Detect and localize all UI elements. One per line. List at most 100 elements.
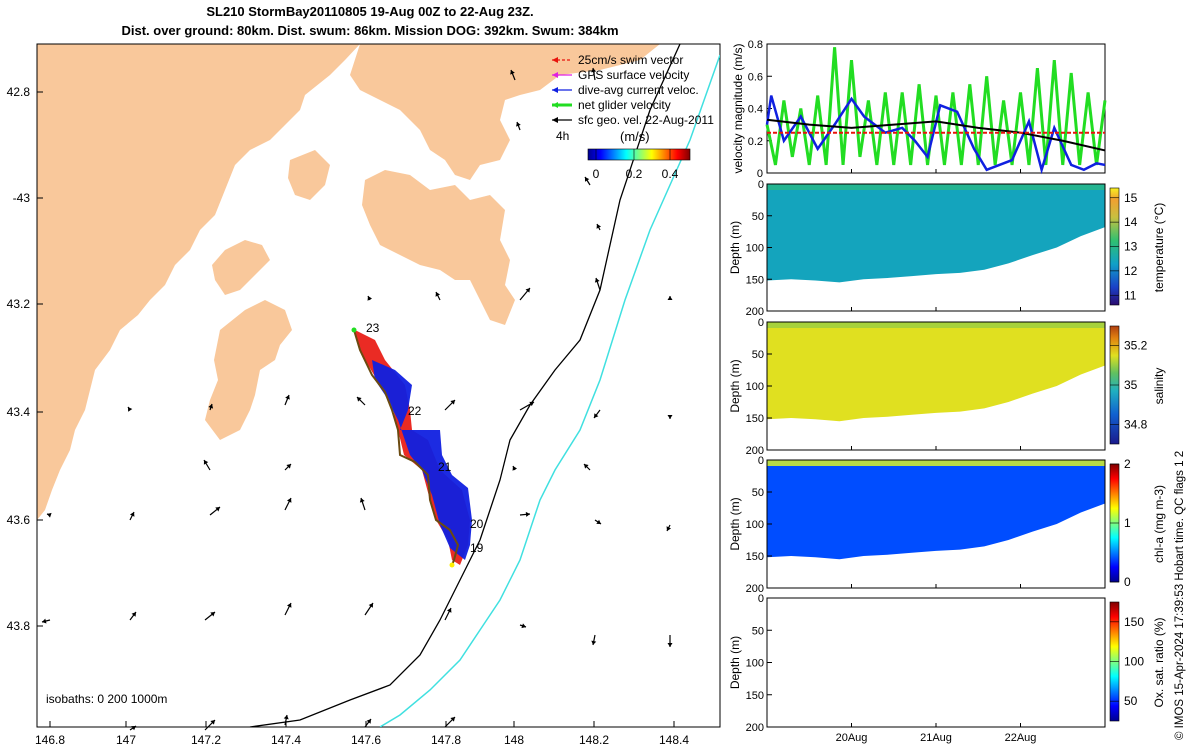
colorbar-title: (m/s): [620, 129, 650, 144]
geo-velocity-arrow: [519, 623, 527, 629]
geo-velocity-arrow: [209, 506, 221, 516]
salinity-colorbar-tick-label: 34.8: [1124, 417, 1148, 431]
geo-velocity-arrow: [519, 287, 531, 301]
oxygen-colorbar-label: Ox. sat. ratio (%): [1152, 617, 1166, 707]
lat-tick-label: 42.8: [7, 85, 31, 99]
temperature-colorbar-tick-label: 15: [1124, 191, 1138, 205]
geo-arrow-head: [42, 618, 47, 624]
geo-velocity-arrow: [596, 223, 602, 231]
geo-velocity-arrow: [594, 277, 601, 291]
salinity-panel: 0 50 100 150 200 Depth (m) 35.2 35 34.8 salinity: [728, 317, 1166, 457]
chla-y-axis-label: Depth (m): [728, 497, 742, 550]
oxygen-y-tick-label: 50: [752, 625, 764, 637]
bruny-north-land: [212, 240, 270, 295]
dive-avg-band: [372, 360, 472, 560]
chla-y-tick-label: 50: [752, 487, 764, 499]
geo-arrow-head: [584, 464, 589, 469]
geo-arrow-head: [203, 460, 209, 465]
chla-panel: 0 50 100 150 200 Depth (m) 2 1 0 chl-a (mg m-3): [728, 455, 1166, 595]
isobaths-label: isobaths: 0 200 1000m: [46, 692, 167, 706]
temperature-surface-band: [767, 184, 1105, 190]
legend-label: GPS surface velocity: [578, 68, 689, 82]
lat-tick-label: 43.4: [7, 405, 31, 419]
geo-arrow-head: [210, 720, 215, 725]
geo-velocity-arrow: [593, 409, 601, 419]
salinity-colorbar-label: salinity: [1152, 368, 1166, 405]
geo-arrow-head: [283, 715, 289, 720]
geo-velocity-arrow: [284, 463, 292, 471]
geo-velocity-arrow: [667, 296, 673, 300]
geo-arrow-head: [435, 292, 441, 297]
geo-velocity-arrow: [283, 714, 289, 726]
geo-arrow-head: [516, 122, 521, 127]
geo-arrow-head: [525, 511, 530, 517]
geo-arrow-head: [131, 612, 136, 617]
geo-arrow-head: [446, 608, 452, 613]
time-x-tick-label: 22Aug: [1005, 732, 1037, 744]
velocity-series-line: [766, 118, 1106, 152]
geo-arrow-head: [666, 526, 672, 531]
geo-velocity-arrow: [41, 618, 51, 624]
geo-velocity-arrow: [208, 403, 214, 411]
oxygen-axes-bg: [767, 598, 1105, 727]
time-x-tick-label: 20Aug: [836, 732, 868, 744]
geo-arrow-head: [47, 512, 52, 518]
map-frame: [36, 43, 721, 728]
geo-arrow-head: [594, 413, 599, 418]
geo-velocity-arrow: [356, 396, 366, 406]
velocity-y-tick-label: 0.8: [748, 39, 763, 51]
geo-velocity-arrow: [583, 463, 591, 471]
geo-arrow-head: [510, 70, 515, 75]
geo-velocity-arrow: [204, 719, 216, 731]
temperature-data-area: [767, 184, 1105, 283]
speed-colorbar-ticks: 0 0.2 0.4: [593, 149, 679, 181]
legend-arrowhead: [552, 72, 558, 78]
geo-velocity-arrow: [444, 716, 456, 728]
oxygen-y-tick-label: 0: [758, 593, 764, 605]
legend-arrowhead: [552, 87, 558, 93]
geo-arrow-head: [128, 407, 133, 412]
speed-colorbar: [587, 148, 691, 161]
lon-tick-label: 147.8: [431, 733, 461, 747]
chla-y-tick-label: 0: [758, 455, 764, 467]
geo-arrow-head: [667, 415, 673, 419]
lat-tick-label: 43.8: [7, 619, 31, 633]
chart-title-line1: SL210 StormBay20110805 19-Aug 00Z to 22-…: [206, 4, 534, 19]
geo-arrow-head: [210, 612, 215, 617]
oxygen-y-tick-label: 150: [746, 690, 764, 702]
time-x-tick-label: 21Aug: [920, 732, 952, 744]
geo-arrow-head: [525, 288, 530, 293]
oxygen-colorbar-tick-label: 50: [1124, 694, 1138, 708]
geo-velocity-arrow: [364, 602, 374, 616]
chla-colorbar-tick-label: 0: [1124, 575, 1131, 589]
geo-arrow-head: [667, 643, 673, 647]
legend-label: sfc geo. vel. 22-Aug-2011: [578, 113, 714, 127]
salinity-y-tick-label: 100: [746, 381, 764, 393]
salinity-y-tick-label: 200: [746, 445, 764, 457]
geo-arrow-head: [367, 296, 373, 301]
chla-colorbar-label: chl-a (mg m-3): [1152, 485, 1166, 563]
tasman-peninsula-land: [362, 170, 515, 325]
geo-velocity-arrow: [512, 465, 518, 471]
time-step-label: 4h: [556, 129, 569, 143]
geo-velocity-arrow: [591, 67, 597, 81]
geo-velocity-arrow: [284, 602, 292, 616]
geo-arrow-head: [591, 68, 597, 73]
lon-tick-label: 148.4: [659, 733, 689, 747]
legend-arrowhead: [552, 57, 558, 63]
map-axis-ticks: 146.8 147 147.2 147.4 147.6 147.8 148 148.2 148.…: [7, 85, 690, 747]
speed-colorbar-tick-label: 0.2: [626, 167, 643, 181]
east-coast-land: [350, 44, 720, 180]
legend-label: net glider velocity: [578, 98, 671, 112]
salinity-y-tick-label: 0: [758, 317, 764, 329]
temperature-colorbar-tick-label: 12: [1124, 264, 1138, 278]
lat-tick-label: 43.6: [7, 513, 31, 527]
geo-velocity-arrow: [129, 511, 135, 521]
sfc-geo-velocity-arrows: [41, 67, 673, 731]
temperature-colorbar-tick-label: 14: [1124, 215, 1138, 229]
geo-velocity-arrow: [666, 524, 672, 532]
geo-arrow-head: [521, 623, 526, 629]
oxygen-y-tick-label: 100: [746, 658, 764, 670]
